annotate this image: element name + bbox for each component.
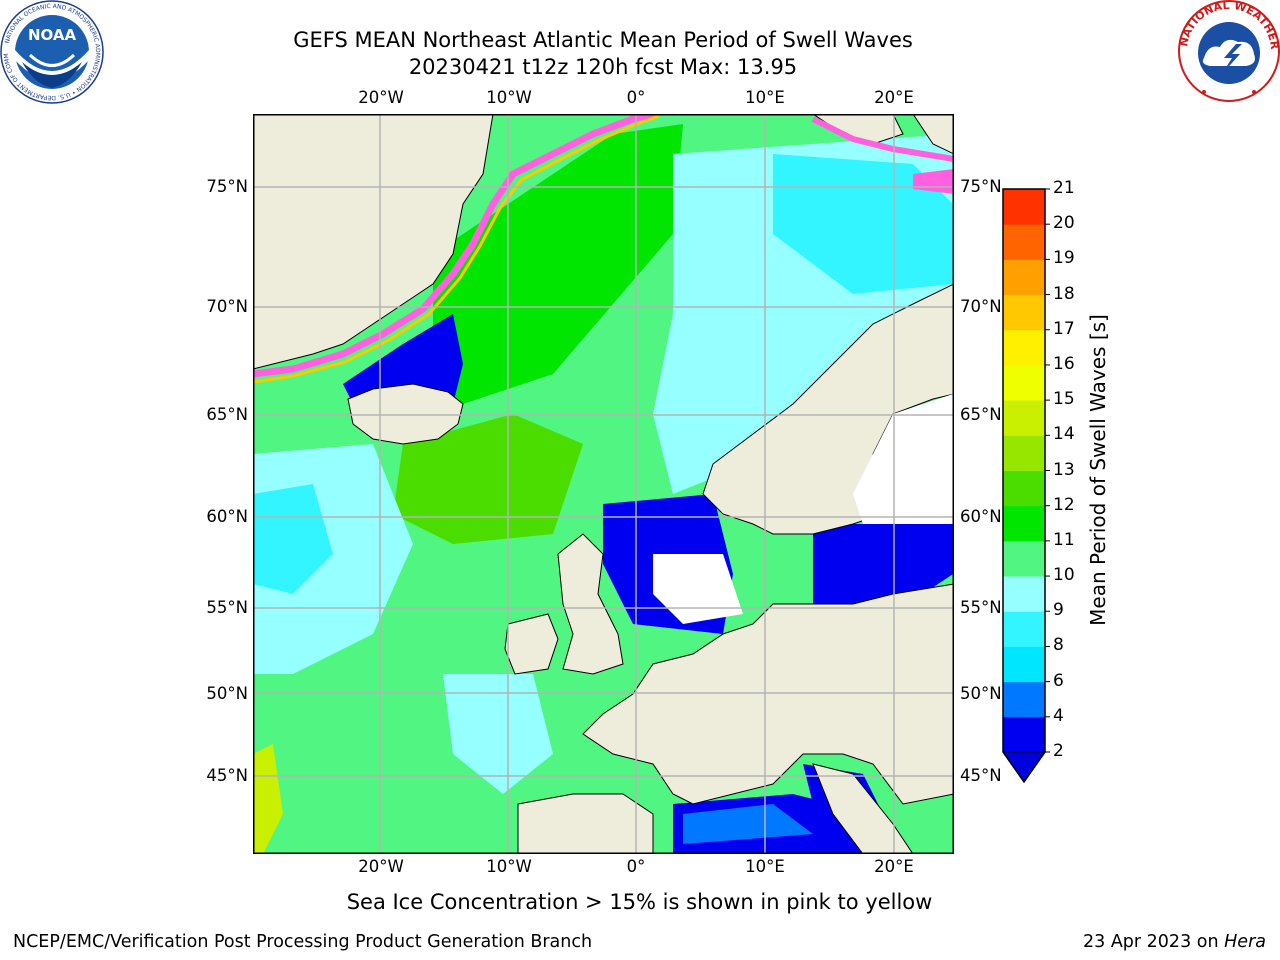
- colorbar-under-arrow: [1002, 751, 1046, 783]
- land-italy: [812, 763, 914, 854]
- colorbar-segment: [1003, 259, 1045, 296]
- colorbar-tick-label: 18: [1053, 283, 1075, 304]
- footer-host: Hera: [1224, 932, 1266, 952]
- lon-label-bottom: 20°W: [358, 857, 404, 876]
- footer-credit: NCEP/EMC/Verification Post Processing Pr…: [13, 932, 593, 952]
- lat-label-left: 50°N: [206, 684, 248, 703]
- colorbar-tick-label: 8: [1053, 635, 1064, 656]
- land-greenland: [253, 114, 494, 370]
- colorbar-tick-label: 16: [1053, 353, 1075, 374]
- colorbar-tick-label: 10: [1053, 565, 1075, 586]
- lat-label-right: 70°N: [960, 297, 1002, 316]
- colorbar-ticks: [1045, 188, 1050, 753]
- sea-ice-edge-barents: [811, 116, 954, 162]
- colorbar-segment: [1003, 540, 1045, 577]
- lat-label-left: 60°N: [206, 507, 248, 526]
- lon-label-top: 20°W: [358, 88, 404, 107]
- no-data-north-sea: [653, 554, 743, 624]
- colorbar-segment: [1003, 294, 1045, 331]
- colorbar-tick-label: 15: [1053, 389, 1075, 410]
- colorbar-segment: [1003, 189, 1045, 225]
- swell-band-13s-west: [253, 744, 283, 854]
- colorbar-tick-label: 21: [1053, 178, 1075, 198]
- swell-band-4s-mediterranean: [683, 804, 813, 844]
- land-novaya-zemlya: [912, 114, 954, 155]
- lon-label-bottom: 10°E: [745, 857, 785, 876]
- colorbar-segment: [1003, 576, 1045, 612]
- colorbar-segment: [1003, 329, 1045, 366]
- colorbar-tick-label: 4: [1053, 705, 1064, 726]
- no-data-gulf-of-bothnia: [853, 394, 954, 524]
- map-subtitle: 20230421 t12z 120h fcst Max: 13.95: [408, 55, 798, 79]
- colorbar-segments: [1003, 189, 1045, 753]
- lat-label-right: 55°N: [960, 598, 1002, 617]
- lat-label-left: 70°N: [206, 297, 248, 316]
- lat-label-left: 75°N: [206, 177, 248, 196]
- land-great-britain: [557, 533, 624, 675]
- noaa-logo-text: NOAA: [28, 26, 77, 44]
- swell-band-11s-south: [393, 414, 583, 544]
- swell-band-6s-west: [253, 484, 333, 594]
- colorbar-segment: [1003, 224, 1045, 260]
- lon-label-bottom: 20°E: [874, 857, 914, 876]
- colorbar-tick-label: 12: [1053, 494, 1075, 515]
- colorbar-tick-label: 14: [1053, 424, 1075, 445]
- colorbar-tick-label: 19: [1053, 248, 1075, 269]
- lat-label-right: 50°N: [960, 684, 1002, 703]
- colorbar-tick-label: 6: [1053, 670, 1064, 691]
- map-title: GEFS MEAN Northeast Atlantic Mean Period…: [293, 28, 913, 52]
- colorbar-tick-label: 2: [1053, 741, 1064, 761]
- colorbar-segment: [1003, 611, 1045, 647]
- lon-label-bottom: 0°: [626, 857, 646, 876]
- lat-label-left: 45°N: [206, 766, 248, 785]
- colorbar-segment: [1003, 646, 1045, 683]
- swell-band-11s: [433, 124, 683, 414]
- lat-label-right: 45°N: [960, 766, 1002, 785]
- colorbar-tick-label: 20: [1053, 213, 1075, 234]
- lon-label-top: 20°E: [874, 88, 914, 107]
- noaa-logo: NATIONAL OCEANIC AND ATMOSPHERIC ADMINIS…: [0, 0, 104, 104]
- lat-label-left: 65°N: [206, 405, 248, 424]
- colorbar-segment: [1003, 505, 1045, 542]
- lon-label-top: 10°E: [745, 88, 785, 107]
- colorbar-tick-label: 13: [1053, 459, 1075, 480]
- lat-label-right: 75°N: [960, 177, 1002, 196]
- colorbar-segment: [1003, 364, 1045, 401]
- sea-ice-note: Sea Ice Concentration > 15% is shown in …: [346, 890, 933, 914]
- sea-ice-edge-greenland-outer: [253, 114, 660, 384]
- colorbar-tick-label: 9: [1053, 600, 1064, 621]
- lon-label-top: 10°W: [486, 88, 532, 107]
- lat-label-right: 60°N: [960, 507, 1002, 526]
- land-continental-europe: [582, 583, 954, 805]
- land-iceland: [347, 383, 464, 445]
- colorbar: [1002, 188, 1050, 784]
- colorbar-outline: [1002, 188, 1046, 784]
- swell-band-6s-barents: [773, 154, 953, 294]
- land-ireland: [504, 613, 559, 675]
- colorbar-segment: [1003, 435, 1045, 471]
- colorbar-segment: [1003, 716, 1045, 753]
- nws-logo: NATIONAL WEATHER SERVICE: [1178, 0, 1280, 102]
- map-frame: [253, 114, 954, 854]
- lon-label-bottom: 10°W: [486, 857, 532, 876]
- graticule: [253, 114, 954, 854]
- colorbar-tick-label: 11: [1053, 529, 1075, 550]
- lon-label-top: 0°: [626, 88, 646, 107]
- footer-timestamp: 23 Apr 2023 on Hera: [1083, 932, 1266, 952]
- footer-date: 23 Apr 2023 on: [1083, 932, 1225, 952]
- colorbar-title: Mean Period of Swell Waves [s]: [1086, 314, 1110, 626]
- sea-ice-edge-greenland: [253, 114, 654, 378]
- land-iberia: [517, 793, 654, 854]
- colorbar-segment: [1003, 470, 1045, 507]
- colorbar-segment: [1003, 400, 1045, 436]
- lat-label-left: 55°N: [206, 598, 248, 617]
- swell-band-8s-biscay: [443, 674, 553, 794]
- colorbar-segment: [1003, 681, 1045, 718]
- colorbar-tick-label: 17: [1053, 318, 1075, 339]
- lat-label-right: 65°N: [960, 405, 1002, 424]
